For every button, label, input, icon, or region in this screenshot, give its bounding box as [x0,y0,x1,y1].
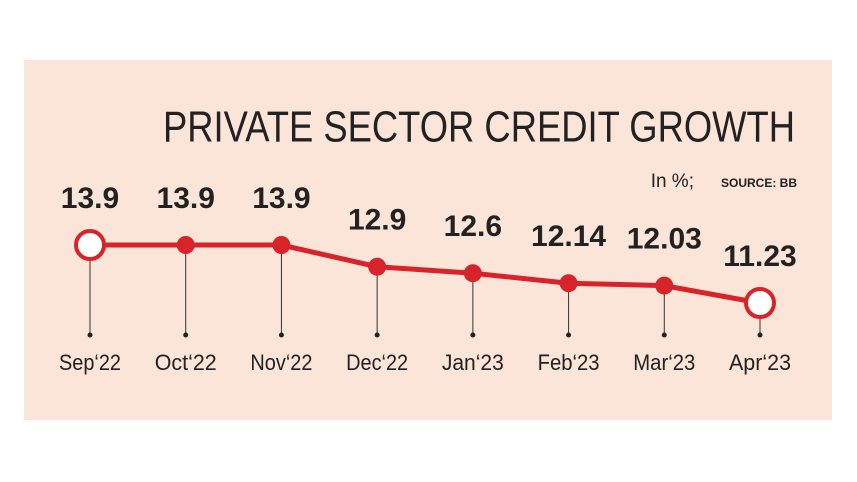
value-label: 13.9 [61,182,119,215]
drop-dot [566,332,572,338]
drop-dot [661,332,667,338]
x-tick-label: Dec‘22 [346,350,408,375]
point [655,276,674,295]
x-tick-label: Sep‘22 [59,350,121,375]
drop-dot [183,332,189,338]
value-label: 13.9 [157,182,215,215]
value-label: 12.6 [444,210,502,243]
drop-dot [470,332,476,338]
value-label: 12.14 [531,220,606,253]
point [744,287,776,319]
point [74,229,106,261]
drop-dot [87,332,93,338]
source: SOURCE: BB [721,176,797,190]
point [272,236,291,254]
chart-title: PRIVATE SECTOR CREDIT GROWTH [163,103,795,152]
point [176,236,195,254]
point [559,274,578,293]
value-label: 12.9 [348,204,406,237]
x-tick-label: Feb‘23 [538,350,600,375]
drop-dot [374,332,380,338]
value-label: 11.23 [723,240,796,273]
point [368,257,387,276]
subtitle: In %; [651,171,694,192]
x-tick-label: Apr‘23 [729,350,791,375]
x-tick-label: Jan‘23 [442,350,504,375]
line [90,242,761,306]
value-label: 12.03 [627,223,702,256]
x-tick-label: Oct‘22 [155,350,217,375]
drop-dot [757,332,763,338]
panel [24,60,832,420]
drop-dot [278,332,284,338]
value-label: 13.9 [252,182,310,215]
point [463,264,482,283]
x-tick-label: Nov‘22 [250,350,312,375]
x-tick-label: Mar‘23 [633,350,695,375]
